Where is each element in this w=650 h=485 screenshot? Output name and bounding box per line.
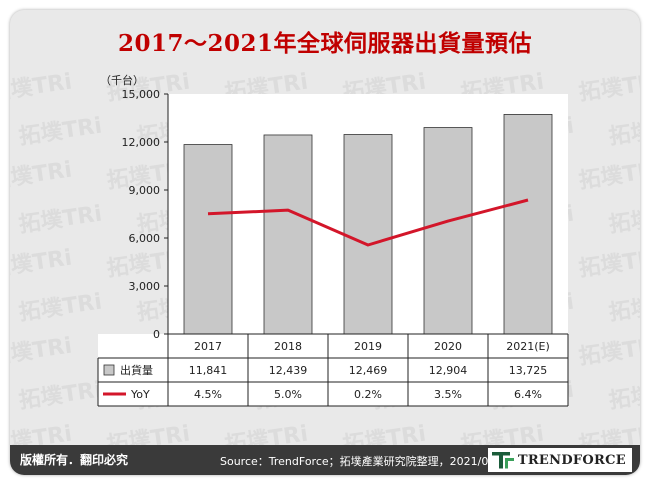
bar	[183, 144, 233, 335]
x-category-label: 2020	[434, 340, 462, 353]
bar	[263, 134, 313, 335]
legend-line-label: YoY	[130, 388, 150, 401]
watermark-text: 拓墣TRi	[577, 246, 640, 282]
watermark-text: 拓墣TRi	[607, 202, 640, 238]
chart-title: 2017～2021年全球伺服器出貨量預估	[117, 30, 533, 57]
trendforce-logo-icon	[491, 452, 514, 469]
watermark-text: 拓墣TRi	[577, 158, 640, 194]
y-tick-label: 9,000	[129, 184, 161, 197]
watermark-text: 拓墣TRi	[577, 70, 640, 106]
trendforce-logo: TRENDFORCE	[487, 448, 632, 472]
yoy-value-label: 4.5%	[194, 388, 222, 401]
legend-bar-swatch	[103, 364, 115, 376]
bar	[503, 114, 553, 335]
bar	[343, 134, 393, 335]
y-tick-label: 3,000	[129, 280, 161, 293]
copyright-text: 版權所有．翻印必究	[20, 453, 129, 467]
watermark-text: 拓墣TRi	[10, 158, 74, 194]
y-tick-label: 15,000	[122, 88, 161, 101]
watermark-text: 拓墣TRi	[607, 378, 640, 414]
watermark-text: 拓墣TRi	[10, 334, 74, 370]
chart-panel: 拓墣TRi 拓墣TRi 拓墣TRi 拓墣TRi 拓墣TRi 拓墣TRi 拓墣TRi 拓墣TRi…	[10, 10, 640, 475]
x-category-label: 2021(E)	[506, 340, 550, 353]
bar-value-label: 13,725	[509, 364, 548, 377]
bar-value-label: 11,841	[189, 364, 228, 377]
watermark-text: 拓墣TRi	[17, 114, 103, 150]
yoy-value-label: 3.5%	[434, 388, 462, 401]
watermark-text: 拓墣TRi	[10, 246, 74, 282]
watermark-text: 拓墣TRi	[607, 290, 640, 326]
legend-bar-label: 出貨量	[120, 363, 153, 377]
watermark-text: 拓墣TRi	[17, 378, 103, 414]
x-category-label: 2017	[194, 340, 222, 353]
watermark-text: 拓墣TRi	[17, 290, 103, 326]
y-tick-label: 6,000	[129, 232, 161, 245]
bar	[423, 127, 473, 335]
yoy-value-label: 0.2%	[354, 388, 382, 401]
source-text: Source：TrendForce；拓墣產業研究院整理，2021/02	[220, 455, 496, 468]
x-category-label: 2018	[274, 340, 302, 353]
watermark-text: 拓墣TRi	[577, 334, 640, 370]
watermark-text: 拓墣TRi	[10, 70, 74, 106]
watermark-text: 拓墣TRi	[607, 114, 640, 150]
footer-bar: 版權所有．翻印必究 Source：TrendForce；拓墣產業研究院整理，20…	[10, 445, 640, 475]
logo-text: TRENDFORCE	[517, 452, 626, 468]
table-area	[98, 334, 568, 406]
bar-value-label: 12,904	[429, 364, 468, 377]
y-unit-label: （千台）	[100, 73, 144, 87]
yoy-line	[207, 198, 529, 247]
bar-value-label: 12,439	[269, 364, 308, 377]
chart-svg: 拓墣TRi 拓墣TRi 拓墣TRi 拓墣TRi 拓墣TRi 拓墣TRi 拓墣TRi 拓墣TRi…	[10, 70, 640, 458]
watermark-text: 拓墣TRi	[17, 202, 103, 238]
bar-value-label: 12,469	[349, 364, 388, 377]
x-category-label: 2019	[354, 340, 382, 353]
yoy-value-label: 5.0%	[274, 388, 302, 401]
y-tick-label: 0	[153, 328, 160, 341]
y-tick-label: 12,000	[122, 136, 161, 149]
yoy-value-label: 6.4%	[514, 388, 542, 401]
